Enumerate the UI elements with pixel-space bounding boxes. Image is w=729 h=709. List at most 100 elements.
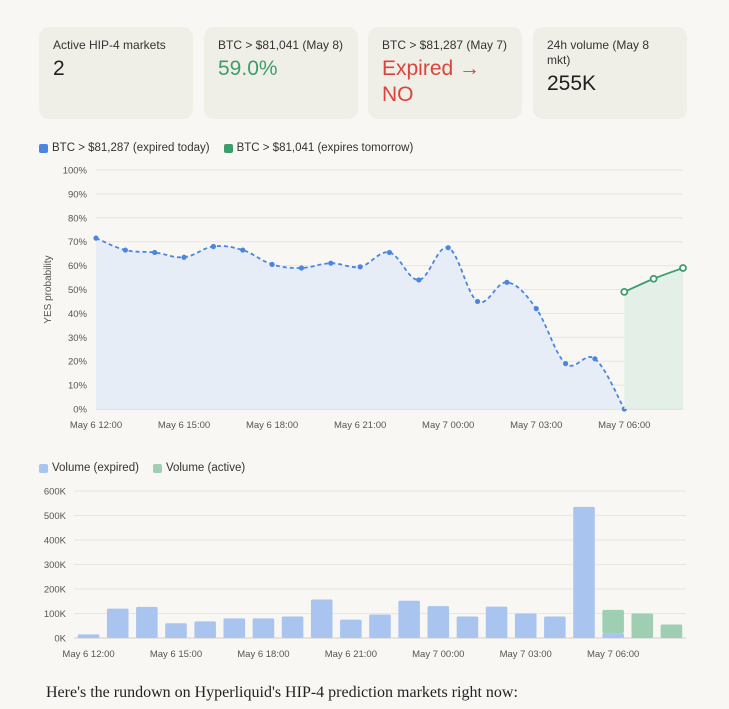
volume-bar-active <box>660 624 683 638</box>
legend-swatch <box>152 463 162 473</box>
x-tick-label: May 7 03:00 <box>500 649 552 660</box>
data-point <box>679 264 687 272</box>
volume-bar-expired <box>369 614 391 638</box>
volume-bar-chart: 0K 100K 200K 300K 400K 500K 600K May 6 12:00 May… <box>44 487 686 660</box>
x-tick-label: May 6 15:00 <box>150 649 202 660</box>
y-tick-label: 10% <box>68 381 88 392</box>
y-tick-label: 50% <box>68 285 88 296</box>
x-tick-label: May 6 18:00 <box>237 649 289 660</box>
x-tick-label: May 6 12:00 <box>62 649 114 660</box>
volume-bar-expired <box>252 618 275 638</box>
volume-bar-expired <box>485 606 508 638</box>
volume-bar-expired <box>456 616 479 638</box>
stat-cards: Active HIP-4 markets 2 BTC > $81,041 (Ma… <box>39 27 687 119</box>
series-area-expired <box>96 238 625 409</box>
data-point <box>122 247 128 253</box>
y-tick-label: 20% <box>68 357 88 368</box>
stat-value: Expired → NO <box>382 57 481 106</box>
x-tick-label: May 7 00:00 <box>412 649 464 660</box>
y-tick-label: 80% <box>68 213 88 224</box>
data-point <box>181 254 187 260</box>
x-tick-label: May 6 18:00 <box>246 420 298 431</box>
stat-label: Active HIP-4 markets <box>53 38 166 52</box>
x-tick-label: May 6 12:00 <box>70 420 122 431</box>
volume-bar-expired <box>194 621 216 638</box>
stat-label: 24h volume (May 8 mkt) <box>547 38 650 67</box>
stat-label: BTC > $81,287 (May 7) <box>382 38 508 52</box>
volume-bar-expired <box>165 623 187 638</box>
stat-label: BTC > $81,041 (May 8) <box>218 38 344 52</box>
x-tick-label: May 6 15:00 <box>158 420 210 431</box>
data-point <box>445 245 451 251</box>
volume-bar-active <box>602 609 624 634</box>
legend-swatch <box>39 143 48 153</box>
legend-item-active[interactable]: BTC > $81,041 (expires tomorrow) <box>223 142 413 154</box>
y-tick-label: 40% <box>68 309 88 320</box>
y-tick-label: 600K <box>44 487 67 498</box>
y-tick-label: 30% <box>68 333 88 344</box>
legend-item-volume-active[interactable]: Volume (active) <box>152 462 246 474</box>
volume-bar-expired <box>281 616 304 638</box>
data-point <box>357 264 363 270</box>
volume-bar-expired <box>223 618 246 638</box>
rundown-text: Here's the rundown on Hyperliquid's HIP-… <box>46 684 518 701</box>
x-tick-label: May 7 00:00 <box>422 420 474 431</box>
y-axis-label: YES probability <box>43 255 54 323</box>
y-tick-label: 60% <box>68 261 88 272</box>
data-point <box>210 243 216 250</box>
volume-bar-expired <box>398 600 420 638</box>
x-tick-label: May 6 21:00 <box>325 649 377 660</box>
volume-bar-expired <box>602 633 624 638</box>
legend-label: Volume (active) <box>165 462 246 474</box>
volume-bar-expired <box>573 506 595 638</box>
x-tick-label: May 6 21:00 <box>334 420 386 431</box>
volume-bar-expired <box>106 608 129 638</box>
data-point <box>328 260 334 266</box>
legend-label: Volume (expired) <box>52 462 139 474</box>
stat-value: 2 <box>53 57 65 80</box>
data-point <box>93 235 99 241</box>
volume-bar-expired <box>427 606 450 638</box>
x-tick-label: May 7 06:00 <box>587 649 639 660</box>
data-point <box>649 274 658 283</box>
legend-swatch <box>39 463 48 473</box>
y-tick-label: 500K <box>44 511 67 522</box>
data-point <box>620 287 629 296</box>
bar-chart-legend: Volume (expired) Volume (active) <box>39 462 259 474</box>
legend-label: BTC > $81,287 (expired today) <box>52 142 210 154</box>
y-tick-label: 200K <box>44 585 67 596</box>
data-point <box>504 279 510 285</box>
stat-card-active-markets: Active HIP-4 markets 2 <box>39 27 193 119</box>
y-tick-label: 400K <box>44 536 67 547</box>
x-tick-label: May 7 06:00 <box>598 420 650 431</box>
data-point <box>269 261 275 268</box>
legend-item-volume-expired[interactable]: Volume (expired) <box>39 462 139 474</box>
volume-bar-expired <box>340 619 362 638</box>
stat-card-24h-volume: 24h volume (May 8 mkt) 255K <box>533 27 687 119</box>
x-tick-label: May 7 03:00 <box>510 420 562 431</box>
data-point <box>298 265 305 271</box>
y-tick-label: 0K <box>54 634 66 645</box>
stat-value: 255K <box>547 72 597 95</box>
volume-bar-expired <box>77 634 100 638</box>
data-point <box>386 249 393 256</box>
probability-line-chart: 0% 10% 20% 30% 40% 50% 60% 70% 80% 90% 100% May 6 1… <box>43 166 687 431</box>
data-point <box>533 306 539 312</box>
data-point <box>474 298 481 305</box>
y-tick-label: 70% <box>68 237 88 248</box>
volume-bar-expired <box>310 599 333 638</box>
stat-card-btc-81287: BTC > $81,287 (May 7) Expired → NO <box>368 27 522 119</box>
legend-item-expired[interactable]: BTC > $81,287 (expired today) <box>39 142 210 154</box>
data-point <box>240 247 246 253</box>
data-point <box>416 277 422 283</box>
volume-bar-expired <box>544 616 566 638</box>
volume-bar-expired <box>514 613 537 638</box>
volume-bar-expired <box>136 606 158 638</box>
legend-swatch <box>223 143 233 153</box>
data-point <box>592 356 598 362</box>
y-tick-label: 300K <box>44 560 67 571</box>
series-area-active <box>624 267 683 409</box>
line-chart-legend: BTC > $81,287 (expired today) BTC > $81,… <box>39 142 427 154</box>
data-point <box>152 249 158 256</box>
y-tick-label: 100% <box>63 166 88 177</box>
